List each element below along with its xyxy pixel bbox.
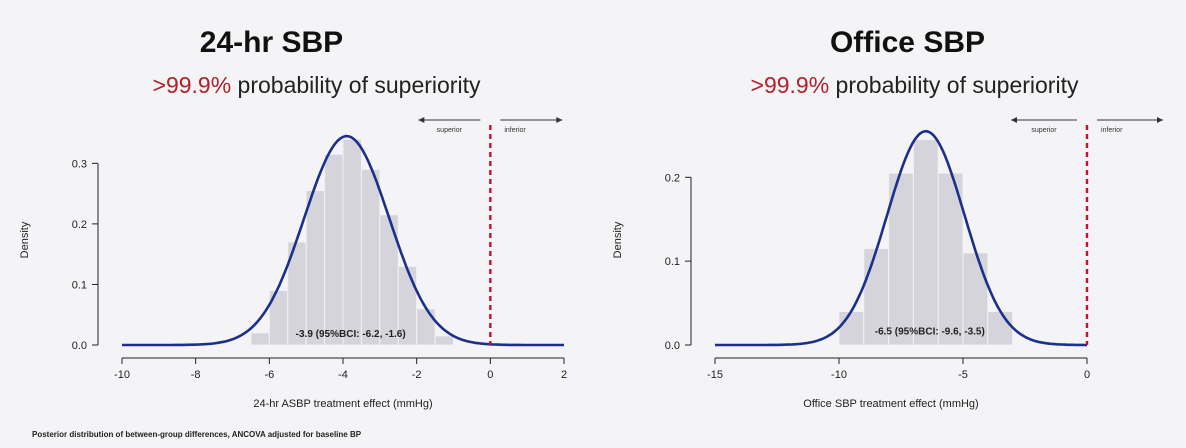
estimate-annotation: -3.9 (95%BCI: -6.2, -1.6) — [296, 329, 406, 340]
y-axis-title: Density — [19, 221, 31, 258]
histogram-bar — [324, 153, 344, 346]
chart-panel-office: Office SBP >99.9% probability of superio… — [593, 0, 1186, 420]
x-tick-label: 0 — [487, 369, 493, 381]
y-tick-label: 0.2 — [665, 172, 680, 184]
arrow-superior-head — [1011, 117, 1017, 123]
x-tick-label: -4 — [338, 369, 348, 381]
x-tick-label: -5 — [958, 369, 968, 381]
chart-title: 24-hr SBP — [199, 26, 344, 59]
histogram-bar — [838, 310, 865, 346]
x-axis-title: Office SBP treatment effect (mmHg) — [803, 398, 978, 410]
histogram-bar — [434, 335, 455, 346]
y-tick-label: 0.0 — [665, 340, 680, 352]
arrow-inferior-label: inferior — [504, 127, 526, 134]
subtitle-percentage: >99.9% — [750, 72, 830, 98]
arrow-inferior-label: inferior — [1101, 127, 1123, 134]
y-tick-label: 0.0 — [72, 340, 87, 352]
histogram-bar — [305, 190, 326, 346]
footnote: Posterior distribution of between-group … — [32, 430, 362, 439]
histogram-bar — [912, 139, 939, 346]
subtitle-text: probability of superiority — [231, 72, 481, 98]
arrow-superior-label: superior — [1031, 127, 1057, 134]
y-tick-label: 0.2 — [72, 219, 87, 231]
chart-title: Office SBP — [829, 26, 986, 59]
histogram-bar — [962, 252, 989, 346]
x-tick-label: -15 — [707, 369, 723, 381]
histogram-bar — [342, 138, 362, 346]
arrow-superior-label: superior — [437, 127, 463, 134]
subtitle-text: probability of superiority — [829, 72, 1079, 98]
x-tick-label: 0 — [1084, 369, 1090, 381]
x-tick-label: -8 — [191, 369, 201, 381]
subtitle-percentage: >99.9% — [152, 72, 232, 98]
x-axis-title: 24-hr ASBP treatment effect (mmHg) — [253, 398, 432, 410]
x-tick-label: -10 — [114, 369, 130, 381]
histogram-bar — [416, 308, 436, 346]
chart-subtitle: >99.9% probability of superiority — [618, 72, 1186, 99]
histogram-bar — [937, 172, 964, 346]
chart-subtitle: >99.9% probability of superiority — [20, 72, 613, 99]
arrow-inferior-head — [556, 117, 563, 123]
density-plot-24hr: -3.9 (95%BCI: -6.2, -1.6) -10 -8 -6 -4 -2 0 2 24… — [19, 117, 567, 410]
histogram-bar — [987, 310, 1014, 346]
arrow-superior-head — [418, 117, 425, 123]
density-plot-office: -6.5 (95%BCI: -9.6, -3.5) -15 -10 -5 0 Office… — [612, 117, 1163, 410]
x-tick-label: -2 — [412, 369, 422, 381]
y-axis-title: Density — [612, 221, 624, 258]
y-tick-label: 0.1 — [72, 279, 87, 291]
y-tick-label: 0.1 — [665, 256, 680, 268]
histogram-bar — [360, 168, 381, 346]
density-curve — [715, 129, 1087, 347]
x-tick-label: 2 — [561, 369, 567, 381]
y-tick-label: 0.3 — [72, 158, 87, 170]
x-tick-label: -10 — [831, 369, 847, 381]
histogram-bar — [888, 172, 914, 346]
chart-panel-24hr: 24-hr SBP >99.9% probability of superior… — [0, 0, 593, 420]
histogram-bar — [250, 332, 270, 346]
x-tick-label: -6 — [264, 369, 274, 381]
arrow-inferior-head — [1157, 117, 1163, 123]
estimate-annotation: -6.5 (95%BCI: -9.6, -3.5) — [875, 327, 985, 338]
